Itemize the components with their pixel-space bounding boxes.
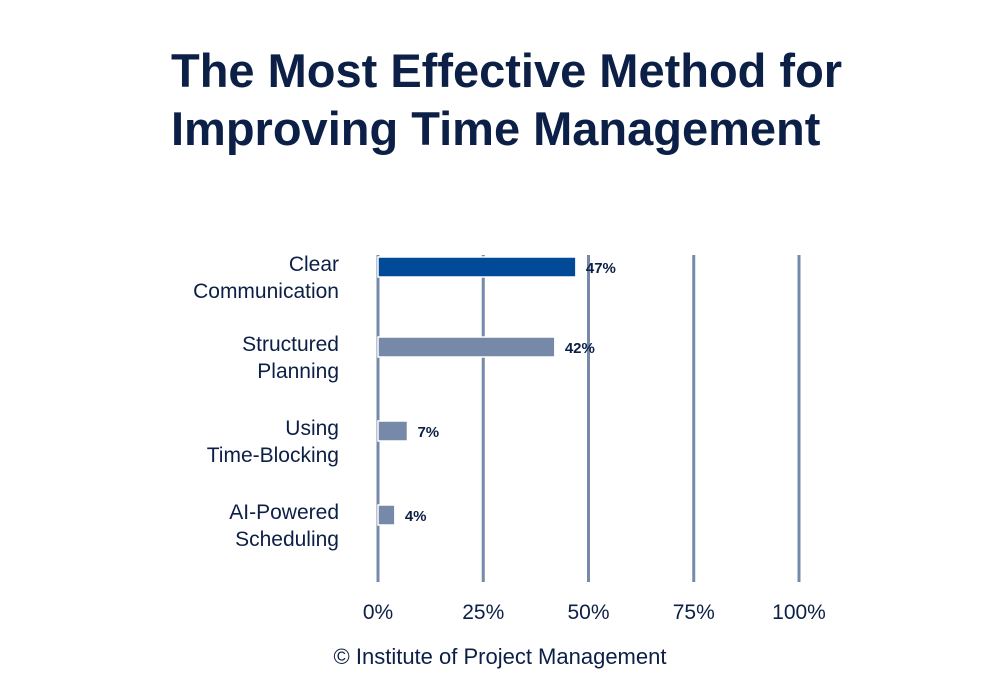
x-tick-label: 100% — [772, 601, 826, 624]
bar — [377, 256, 577, 278]
copyright-credit: © Institute of Project Management — [333, 644, 667, 669]
category-label: Communication — [193, 280, 339, 303]
data-label: 4% — [405, 508, 427, 525]
data-label: 42% — [565, 340, 595, 357]
category-label: Using — [285, 417, 339, 440]
category-label: Clear — [289, 253, 339, 276]
chart-title: The Most Effective Method for Improving … — [171, 44, 843, 155]
category-label: Planning — [257, 360, 339, 383]
category-label: Time-Blocking — [207, 444, 339, 467]
x-tick-label: 75% — [673, 601, 715, 624]
bar — [377, 420, 409, 442]
bar — [377, 336, 556, 358]
bar — [377, 504, 396, 526]
x-tick-label: 25% — [462, 601, 504, 624]
category-label: Structured — [242, 333, 339, 356]
data-label: 47% — [586, 260, 616, 277]
data-label: 7% — [417, 424, 439, 441]
x-tick-label: 0% — [363, 601, 393, 624]
x-tick-label: 50% — [567, 601, 609, 624]
category-label: AI-Powered — [229, 501, 339, 524]
category-label: Scheduling — [235, 528, 339, 551]
